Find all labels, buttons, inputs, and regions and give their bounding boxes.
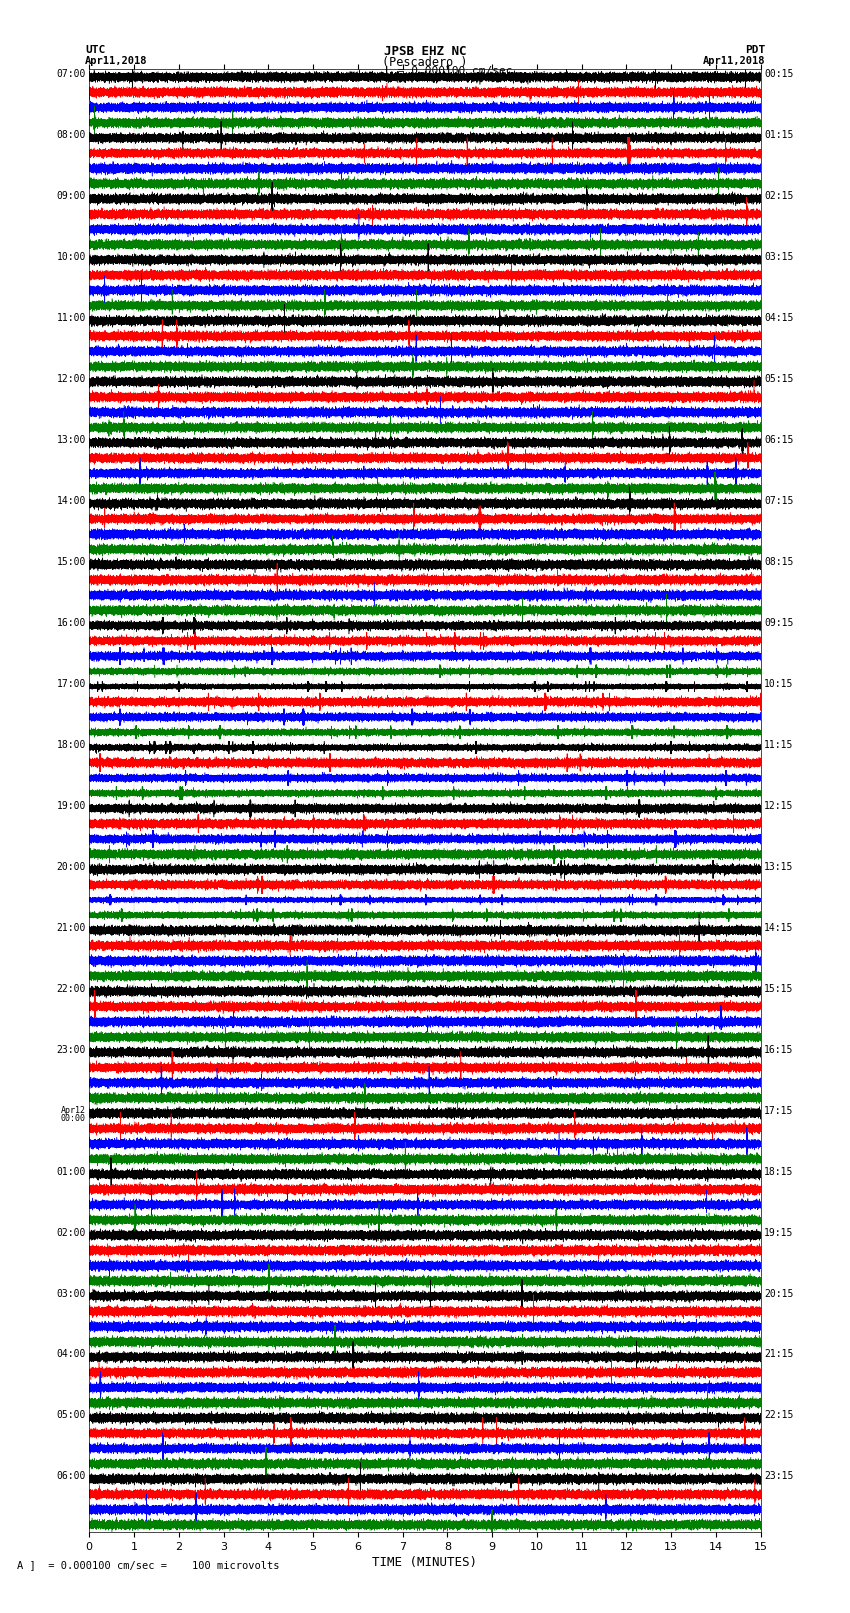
Text: 03:00: 03:00 xyxy=(56,1289,86,1298)
Text: 19:00: 19:00 xyxy=(56,802,86,811)
Text: 06:00: 06:00 xyxy=(56,1471,86,1481)
Text: JPSB EHZ NC: JPSB EHZ NC xyxy=(383,45,467,58)
Text: 01:00: 01:00 xyxy=(56,1166,86,1176)
Text: Apr11,2018: Apr11,2018 xyxy=(85,56,148,66)
Text: 15:15: 15:15 xyxy=(764,984,794,994)
Text: 10:15: 10:15 xyxy=(764,679,794,689)
Text: UTC: UTC xyxy=(85,45,105,55)
Text: 07:00: 07:00 xyxy=(56,69,86,79)
Text: 20:00: 20:00 xyxy=(56,861,86,871)
Text: 08:00: 08:00 xyxy=(56,131,86,140)
Text: 22:00: 22:00 xyxy=(56,984,86,994)
Text: 05:15: 05:15 xyxy=(764,374,794,384)
Text: = 0.000100 cm/sec: = 0.000100 cm/sec xyxy=(391,66,513,76)
Text: 13:00: 13:00 xyxy=(56,436,86,445)
Text: 16:00: 16:00 xyxy=(56,618,86,627)
Text: 12:15: 12:15 xyxy=(764,802,794,811)
Text: 17:15: 17:15 xyxy=(764,1105,794,1116)
Text: 11:15: 11:15 xyxy=(764,740,794,750)
Text: 08:15: 08:15 xyxy=(764,556,794,568)
Text: Apr11,2018: Apr11,2018 xyxy=(702,56,765,66)
Text: A ]  = 0.000100 cm/sec =    100 microvolts: A ] = 0.000100 cm/sec = 100 microvolts xyxy=(17,1560,280,1569)
Text: 23:15: 23:15 xyxy=(764,1471,794,1481)
Text: 20:15: 20:15 xyxy=(764,1289,794,1298)
Text: 04:15: 04:15 xyxy=(764,313,794,323)
Text: Apr12
00:00: Apr12 00:00 xyxy=(61,1105,86,1123)
Text: 04:00: 04:00 xyxy=(56,1350,86,1360)
Text: 16:15: 16:15 xyxy=(764,1045,794,1055)
Text: 09:15: 09:15 xyxy=(764,618,794,627)
Text: 23:00: 23:00 xyxy=(56,1045,86,1055)
Text: 21:15: 21:15 xyxy=(764,1350,794,1360)
Text: 21:00: 21:00 xyxy=(56,923,86,932)
Text: 18:15: 18:15 xyxy=(764,1166,794,1176)
Text: 14:15: 14:15 xyxy=(764,923,794,932)
Text: 15:00: 15:00 xyxy=(56,556,86,568)
Text: 10:00: 10:00 xyxy=(56,252,86,263)
Text: 07:15: 07:15 xyxy=(764,497,794,506)
Text: 14:00: 14:00 xyxy=(56,497,86,506)
Text: 00:15: 00:15 xyxy=(764,69,794,79)
Text: 19:15: 19:15 xyxy=(764,1227,794,1237)
Text: 11:00: 11:00 xyxy=(56,313,86,323)
Text: 02:00: 02:00 xyxy=(56,1227,86,1237)
Text: 02:15: 02:15 xyxy=(764,192,794,202)
Text: 18:00: 18:00 xyxy=(56,740,86,750)
X-axis label: TIME (MINUTES): TIME (MINUTES) xyxy=(372,1557,478,1569)
Text: 22:15: 22:15 xyxy=(764,1410,794,1421)
Text: 05:00: 05:00 xyxy=(56,1410,86,1421)
Text: 17:00: 17:00 xyxy=(56,679,86,689)
Text: 03:15: 03:15 xyxy=(764,252,794,263)
Text: 13:15: 13:15 xyxy=(764,861,794,871)
Text: |: | xyxy=(382,66,391,82)
Text: PDT: PDT xyxy=(745,45,765,55)
Text: 09:00: 09:00 xyxy=(56,192,86,202)
Text: 12:00: 12:00 xyxy=(56,374,86,384)
Text: (Pescadero ): (Pescadero ) xyxy=(382,56,468,69)
Text: 01:15: 01:15 xyxy=(764,131,794,140)
Text: 06:15: 06:15 xyxy=(764,436,794,445)
